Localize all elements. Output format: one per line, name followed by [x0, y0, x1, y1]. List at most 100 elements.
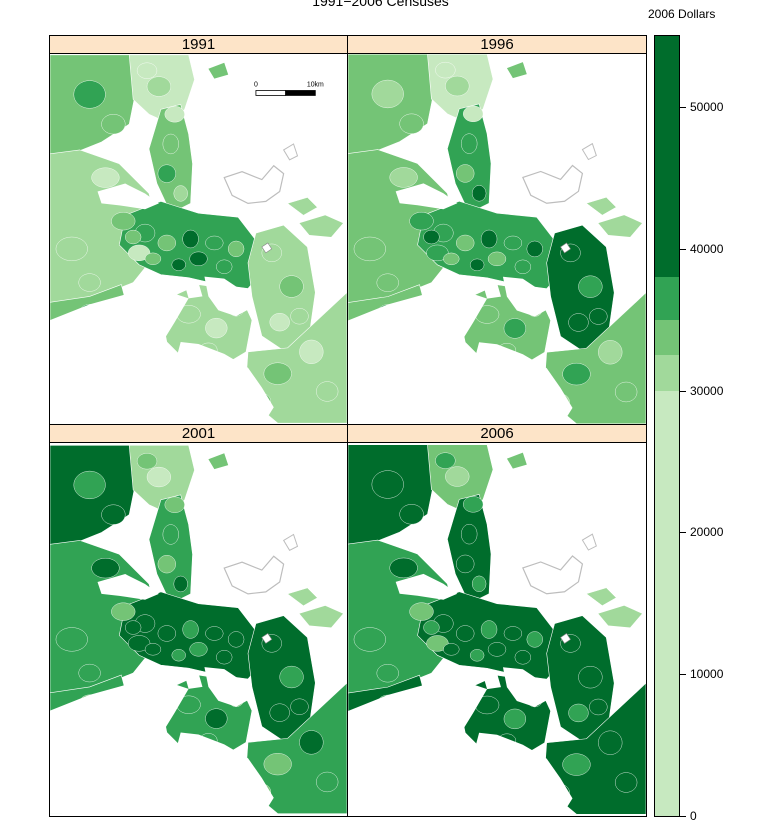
- suburb-area: [435, 61, 456, 79]
- legend-tick-label: 30000: [690, 383, 724, 398]
- harbour-water: [168, 341, 274, 424]
- panel-year-label: 1991: [181, 36, 216, 53]
- suburb-area: [353, 627, 386, 652]
- suburb-area: [136, 62, 158, 79]
- suburb-area: [157, 555, 176, 574]
- suburb-area: [205, 318, 228, 339]
- harbour-water: [395, 183, 458, 210]
- water-bodies: [348, 54, 646, 424]
- island-outline: [223, 164, 285, 204]
- suburb-area: [487, 642, 507, 657]
- suburb-area: [409, 211, 434, 231]
- suburb-area: [423, 620, 440, 635]
- suburb-area: [353, 236, 386, 262]
- map-area: [49, 442, 348, 817]
- panel-year-label: 1996: [480, 36, 514, 53]
- island: [299, 215, 344, 238]
- suburb-area: [598, 340, 623, 365]
- suburbs: [55, 62, 339, 410]
- scale-start-label: 0: [254, 82, 258, 89]
- panel-1991: 1991 0 10km: [49, 35, 348, 425]
- chart-title: 1991−2006 Censuses: [312, 0, 449, 9]
- lake: [261, 242, 273, 254]
- legend-tick: [680, 248, 686, 250]
- harbour-water: [184, 282, 203, 299]
- suburb-area: [389, 167, 418, 188]
- suburb-area: [371, 79, 404, 109]
- harbour-water: [395, 573, 458, 600]
- suburb-area: [173, 185, 188, 202]
- suburb-area: [55, 627, 88, 652]
- suburb-area: [376, 664, 399, 683]
- scale-bar-black: [285, 90, 316, 96]
- suburb-area: [173, 575, 188, 593]
- suburb-area: [461, 524, 478, 545]
- suburb-area: [91, 167, 120, 188]
- harbour-water: [190, 445, 347, 610]
- suburb-area: [445, 75, 470, 97]
- suburb-area: [162, 524, 179, 545]
- harbour-water: [50, 679, 189, 814]
- suburb-area: [389, 557, 418, 579]
- island: [287, 197, 318, 216]
- island-outline: [522, 164, 584, 204]
- suburb-area: [228, 631, 245, 648]
- lake: [261, 633, 273, 644]
- suburb-area: [568, 703, 589, 723]
- suburb-area: [269, 313, 290, 332]
- suburb-area: [125, 229, 142, 245]
- harbour-water: [467, 342, 573, 424]
- harbour-water: [489, 444, 646, 610]
- scale-bar-white: [255, 90, 287, 96]
- suburb-area: [456, 234, 475, 252]
- suburb-area: [146, 466, 171, 488]
- suburb-area: [503, 318, 527, 339]
- legend-title: 2006 Dollars: [648, 7, 716, 21]
- harbour-water: [184, 673, 203, 689]
- suburb-area: [399, 113, 424, 134]
- water-bodies: [50, 445, 347, 814]
- harbour-water: [502, 667, 553, 707]
- suburb-area: [171, 258, 186, 271]
- suburbs: [353, 452, 638, 801]
- panel-2006: 2006: [347, 424, 647, 817]
- suburb-area: [182, 620, 199, 639]
- suburb-area: [503, 235, 523, 251]
- island: [287, 587, 318, 607]
- panel-year-label: 2006: [480, 425, 514, 442]
- harbour-water: [502, 276, 553, 317]
- map-area: [347, 53, 647, 425]
- scale-end-label: 10km: [307, 82, 324, 89]
- suburb-area: [316, 381, 339, 402]
- suburb-area: [279, 665, 304, 689]
- island: [208, 62, 229, 79]
- suburb-area: [578, 666, 603, 689]
- suburb-area: [136, 453, 158, 470]
- island: [506, 62, 527, 79]
- suburbs: [353, 61, 638, 411]
- suburb-area: [461, 133, 478, 154]
- harbour-water: [348, 679, 488, 815]
- suburb-area: [111, 602, 136, 621]
- suburb-area: [164, 106, 185, 123]
- suburb-area: [526, 631, 543, 648]
- suburb-area: [562, 753, 591, 776]
- suburb-area: [443, 252, 460, 266]
- suburb-area: [78, 273, 101, 292]
- legend-tick-label: 10000: [690, 667, 724, 682]
- suburb-area: [469, 649, 485, 662]
- suburb-area: [228, 240, 245, 258]
- suburb-area: [216, 650, 233, 665]
- panel-1996: 1996: [347, 35, 647, 425]
- suburb-area: [463, 496, 484, 513]
- suburb-area: [376, 273, 399, 292]
- legend-bin: [655, 319, 679, 356]
- island-outline: [522, 555, 584, 595]
- island-outline: [282, 143, 299, 161]
- suburb-area: [399, 504, 424, 525]
- suburb-area: [371, 470, 404, 499]
- suburb-area: [205, 708, 228, 729]
- harbour-water: [467, 732, 573, 815]
- suburb-area: [615, 772, 638, 793]
- legend-bin: [655, 277, 679, 320]
